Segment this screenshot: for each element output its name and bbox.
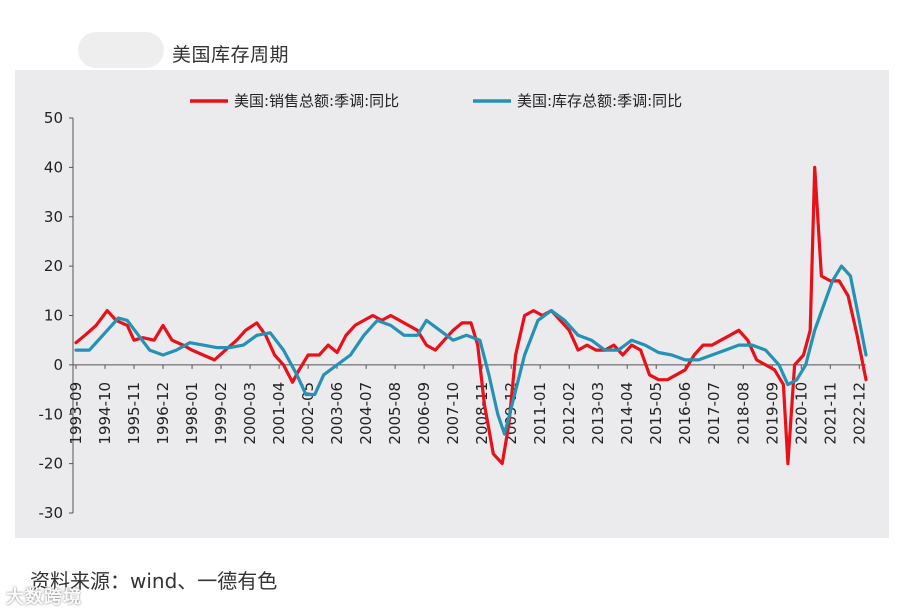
x-tick-label: 2006-09: [415, 382, 433, 445]
series-line-inventory: [74, 264, 868, 436]
x-tick-label: 2011-01: [531, 382, 549, 445]
x-tick-label: 2019-09: [763, 382, 781, 445]
x-tick-label: 2020-10: [792, 382, 810, 445]
y-tick-label: 40: [44, 158, 63, 176]
y-tick-label: 0: [53, 356, 63, 374]
x-tick-label: 1999-02: [212, 382, 230, 445]
x-tick-label: 1996-12: [154, 382, 172, 445]
x-tick-label: 2001-04: [270, 382, 288, 445]
x-tick-label: 2015-05: [647, 382, 665, 445]
x-tick-label: 2003-06: [328, 382, 346, 445]
x-tick-label: 2021-11: [821, 382, 839, 445]
x-tick-label: 2013-03: [589, 382, 607, 445]
y-tick-label: 20: [44, 257, 63, 275]
y-tick-label: 30: [44, 208, 63, 226]
y-tick-label: 10: [44, 307, 63, 325]
y-tick-label: 50: [44, 109, 63, 127]
y-tick-label: -10: [39, 405, 64, 423]
chart-title: 美国库存周期: [172, 44, 290, 66]
x-tick-label: 2022-12: [850, 382, 868, 445]
x-tick-label: 1998-01: [183, 382, 201, 445]
x-tick-label: 1995-11: [125, 382, 143, 445]
x-tick-label: 2007-10: [444, 382, 462, 445]
source-note: 资料来源：wind、一德有色: [30, 569, 278, 593]
x-tick-label: 2018-08: [734, 382, 752, 445]
x-tick-label: 2005-08: [386, 382, 404, 445]
x-tick-label: 2008-11: [473, 382, 491, 445]
title-blob-shape: [78, 32, 164, 68]
x-tick-label: 2016-06: [676, 382, 694, 445]
series-line-sales: [74, 165, 868, 466]
x-tick-label: 1993-09: [67, 382, 85, 445]
x-tick-label: 2012-02: [560, 382, 578, 445]
x-tick-label: 2004-07: [357, 382, 375, 445]
x-tick-label: 2017-07: [705, 382, 723, 445]
y-tick-label: -30: [39, 504, 64, 522]
plot-background: [15, 70, 889, 538]
x-tick-label: 2014-04: [618, 382, 636, 445]
watermark: 大数跨境: [6, 587, 82, 608]
legend-label-sales: 美国:销售总额:季调:同比: [234, 92, 399, 110]
x-tick-label: 1994-10: [96, 382, 114, 445]
x-tick-label: 2000-03: [241, 382, 259, 445]
x-tick-label: 2002-05: [299, 382, 317, 445]
y-tick-label: -20: [39, 455, 64, 473]
title-decoration: [78, 32, 164, 68]
legend-label-inventory: 美国:库存总额:季调:同比: [517, 92, 682, 110]
